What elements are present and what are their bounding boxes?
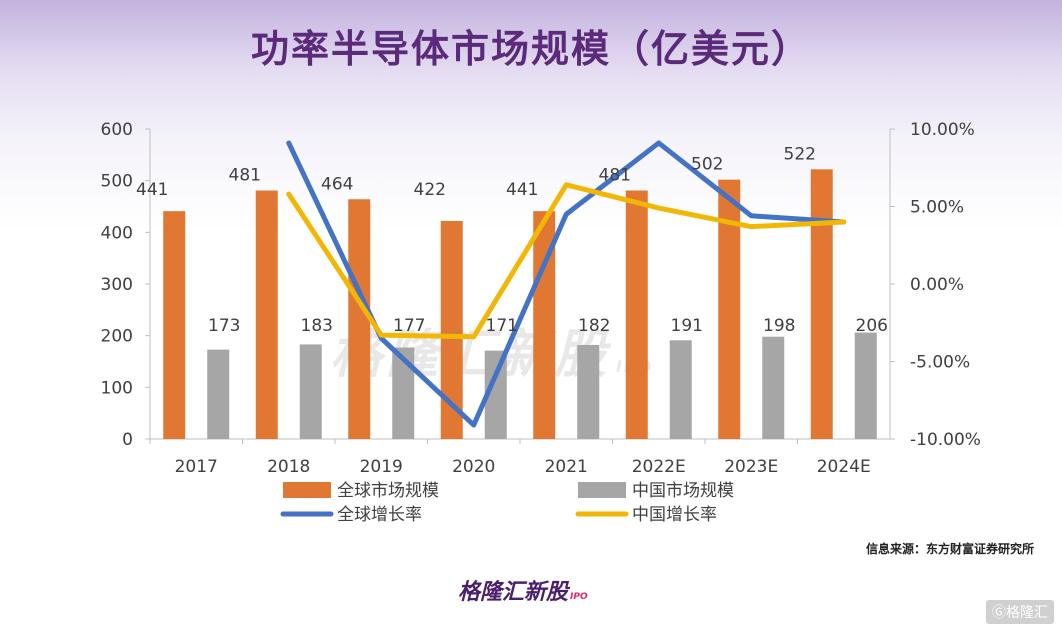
data-label-china: 182: [578, 316, 610, 336]
data-label-china: 183: [301, 316, 333, 336]
y-left-tick-label: 100: [101, 378, 133, 398]
brand-sub: IPO: [570, 592, 588, 602]
chart-title: 功率半导体市场规模（亿美元）: [250, 26, 811, 71]
data-label-china: 177: [393, 316, 425, 336]
brand-text: 格隆汇新股: [458, 580, 569, 605]
data-label-china: 173: [208, 316, 240, 336]
y-right-tick-label: -5.00%: [910, 353, 970, 373]
data-label-global: 422: [414, 180, 446, 200]
x-tick-label: 2021: [545, 457, 588, 477]
bar-china-market: [299, 344, 322, 439]
legend-china-market-swatch: [578, 482, 626, 498]
data-label-global: 502: [691, 155, 723, 175]
x-tick-label: 2022E: [632, 457, 686, 477]
data-label-china: 191: [671, 316, 703, 336]
y-right-tick-label: 5.00%: [910, 198, 964, 218]
x-tick-label: 2017: [175, 457, 218, 477]
y-left-tick-label: 300: [101, 275, 133, 295]
legend-china-market-label: 中国市场规模: [632, 481, 734, 501]
bar-china-market: [854, 332, 877, 439]
brand-logo: 格隆汇新股 IPO: [458, 574, 588, 606]
x-tick-label: 2024E: [817, 457, 871, 477]
line-global-growth: [286, 140, 847, 428]
bar-global-market: [625, 190, 648, 439]
y-left-tick-label: 200: [101, 327, 133, 347]
bar-china-market: [484, 350, 507, 439]
bar-china-market: [577, 344, 600, 439]
legend-global-market-label: 全球市场规模: [337, 481, 439, 501]
bar-global-market: [440, 220, 463, 439]
bar-global-market: [718, 179, 741, 439]
data-label-global: 441: [506, 180, 538, 200]
data-label-china: 198: [763, 316, 795, 336]
y-left-tick-label: 600: [101, 120, 133, 140]
y-left-tick-label: 500: [101, 172, 133, 192]
bar-global-market: [163, 211, 186, 439]
source-note: 信息来源：东方财富证券研究所: [865, 542, 1034, 556]
bar-china-market: [669, 340, 692, 439]
data-label-global: 481: [599, 165, 631, 185]
data-label-china: 206: [856, 316, 888, 336]
corner-watermark: Ⓖ格隆汇: [986, 600, 1054, 624]
data-label-global: 481: [229, 165, 261, 185]
legend-global-growth-label: 全球增长率: [337, 505, 422, 525]
line-china-growth: [286, 182, 847, 340]
bar-global-market: [810, 169, 833, 440]
x-tick-label: 2020: [452, 457, 495, 477]
data-label-global: 522: [784, 144, 816, 164]
y-left-tick-label: 0: [122, 430, 133, 450]
y-left-tick-label: 400: [101, 223, 133, 243]
data-label-global: 464: [321, 174, 353, 194]
x-tick-label: 2019: [360, 457, 403, 477]
data-label-china: 171: [486, 316, 518, 336]
bar-global-market: [533, 211, 556, 439]
y-right-tick-label: -10.00%: [910, 430, 981, 450]
data-label-global: 441: [136, 180, 168, 200]
bar-china-market: [207, 349, 230, 439]
bar-global-market: [255, 190, 278, 439]
x-tick-label: 2018: [267, 457, 310, 477]
y-right-tick-label: 0.00%: [910, 275, 964, 295]
legend-china-growth-label: 中国增长率: [632, 505, 717, 525]
legend-global-market-swatch: [283, 482, 331, 498]
x-tick-label: 2023E: [724, 457, 778, 477]
bar-china-market: [762, 336, 785, 439]
bar-global-market: [348, 199, 371, 439]
y-right-tick-label: 10.00%: [910, 120, 975, 140]
bar-china-market: [392, 347, 415, 439]
